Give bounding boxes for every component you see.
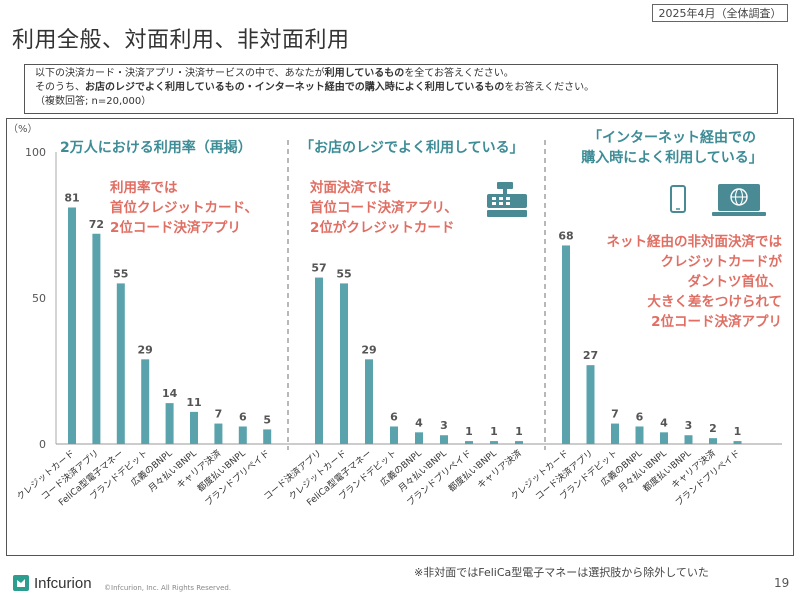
data-label: 29 bbox=[361, 343, 376, 356]
panel-title: 購入時によく利用している」 bbox=[580, 149, 763, 166]
bar bbox=[465, 441, 473, 444]
footnote: ※非対面ではFeliCa型電子マネーは選択肢から除外していた bbox=[414, 566, 709, 579]
bar bbox=[440, 435, 448, 444]
bar bbox=[515, 441, 523, 444]
data-label: 4 bbox=[415, 416, 423, 429]
bar bbox=[390, 426, 398, 444]
panel-annotation: 首位クレジットカード、 bbox=[110, 199, 258, 216]
data-label: 27 bbox=[583, 349, 598, 362]
data-label: 29 bbox=[138, 343, 153, 356]
question-text-2a: そのうち、 bbox=[35, 82, 85, 93]
bar bbox=[365, 359, 373, 444]
panel-annotation: 大きく差をつけられて bbox=[647, 293, 782, 310]
bar bbox=[586, 365, 595, 444]
data-label: 2 bbox=[709, 422, 717, 435]
panel-annotation: 利用率では bbox=[110, 179, 178, 196]
cash-register-icon bbox=[487, 182, 527, 217]
bar bbox=[92, 233, 101, 444]
y-tick-label: 0 bbox=[39, 438, 46, 451]
panel-annotation: 対面決済では bbox=[309, 179, 391, 196]
data-label: 6 bbox=[239, 410, 247, 423]
panel-annotation: ダントツ首位、 bbox=[688, 273, 783, 290]
data-label: 55 bbox=[336, 267, 351, 280]
smartphone-icon bbox=[670, 185, 686, 213]
bar bbox=[415, 432, 423, 444]
panel-title: 「お店のレジでよく利用している」 bbox=[300, 139, 524, 156]
panel-annotation: 2位がクレジットカード bbox=[310, 219, 454, 236]
data-label: 1 bbox=[734, 425, 742, 438]
bar bbox=[490, 441, 498, 444]
brand-logo: Infcurion bbox=[12, 574, 92, 592]
data-label: 57 bbox=[311, 262, 326, 275]
data-label: 11 bbox=[186, 396, 201, 409]
y-tick-label: 50 bbox=[32, 292, 46, 305]
data-label: 55 bbox=[113, 267, 128, 280]
bar bbox=[263, 429, 272, 444]
page-title: 利用全般、対面利用、非対面利用 bbox=[12, 28, 350, 53]
data-label: 1 bbox=[515, 425, 523, 438]
panel-annotation: クレジットカードが bbox=[661, 253, 783, 270]
bar bbox=[660, 432, 668, 444]
brand-mark-icon bbox=[13, 575, 29, 591]
bar bbox=[315, 277, 323, 444]
y-axis-label: （%） bbox=[8, 123, 38, 135]
laptop-globe-icon bbox=[712, 184, 766, 216]
bar bbox=[165, 403, 174, 444]
question-line-2: そのうち、お店のレジでよく利用しているもの・インターネット経由での購入時によく利… bbox=[35, 81, 767, 95]
data-label: 72 bbox=[89, 218, 104, 231]
bar bbox=[238, 426, 247, 444]
data-label: 14 bbox=[162, 387, 178, 400]
bar bbox=[68, 207, 76, 444]
question-box: 以下の決済カード・決済アプリ・決済サービスの中で、あなたが利用しているものを全て… bbox=[24, 64, 778, 114]
data-label: 7 bbox=[611, 408, 619, 421]
bar bbox=[141, 359, 150, 444]
question-text-1a: 以下の決済カード・決済アプリ・決済サービスの中で、あなたが bbox=[35, 68, 325, 79]
data-label: 81 bbox=[64, 191, 79, 204]
bar bbox=[635, 426, 644, 444]
data-label: 68 bbox=[558, 229, 573, 242]
bar bbox=[709, 438, 717, 444]
question-line-3: （複数回答; n=20,000） bbox=[35, 96, 152, 107]
bar bbox=[116, 283, 125, 444]
data-label: 1 bbox=[490, 425, 498, 438]
question-text-2b: お店のレジでよく利用しているもの・インターネット経由での購入時によく利用している… bbox=[85, 82, 505, 93]
bar bbox=[214, 423, 223, 444]
panel-annotation: ネット経由の非対面決済では bbox=[607, 233, 783, 250]
question-text-1c: を全てお答えください。 bbox=[404, 68, 514, 79]
panel-title: 「インターネット経由での bbox=[588, 129, 756, 146]
bar bbox=[684, 435, 693, 444]
y-tick-label: 100 bbox=[25, 146, 46, 159]
question-text-2c: をお答えください。 bbox=[504, 82, 595, 93]
bar bbox=[733, 441, 742, 444]
data-label: 5 bbox=[263, 413, 271, 426]
panel-annotation: 2位コード決済アプリ bbox=[651, 313, 782, 330]
data-label: 6 bbox=[636, 410, 644, 423]
panel-title: 2万人における利用率（再掲） bbox=[60, 139, 252, 156]
question-text-1b: 利用しているもの bbox=[324, 68, 405, 79]
panel-annotation: 首位コード決済アプリ、 bbox=[310, 199, 458, 216]
data-label: 6 bbox=[390, 410, 398, 423]
chart-frame bbox=[6, 118, 794, 556]
copyright: ©Infcurion, Inc. All Rights Reserved. bbox=[104, 584, 232, 592]
data-label: 7 bbox=[215, 408, 223, 421]
data-label: 4 bbox=[660, 416, 668, 429]
page-number: 19 bbox=[774, 576, 790, 590]
bar bbox=[611, 423, 619, 444]
panel-annotation: 2位コード決済アプリ bbox=[110, 219, 241, 236]
data-label: 3 bbox=[440, 419, 448, 432]
data-label: 3 bbox=[685, 419, 693, 432]
brand-name: Infcurion bbox=[34, 574, 92, 592]
bar bbox=[340, 283, 348, 444]
question-line-1: 以下の決済カード・決済アプリ・決済サービスの中で、あなたが利用しているものを全て… bbox=[35, 67, 767, 81]
survey-date-badge: 2025年4月（全体調査） bbox=[652, 4, 788, 22]
data-label: 1 bbox=[465, 425, 473, 438]
bar bbox=[562, 245, 570, 444]
bar bbox=[190, 411, 198, 444]
